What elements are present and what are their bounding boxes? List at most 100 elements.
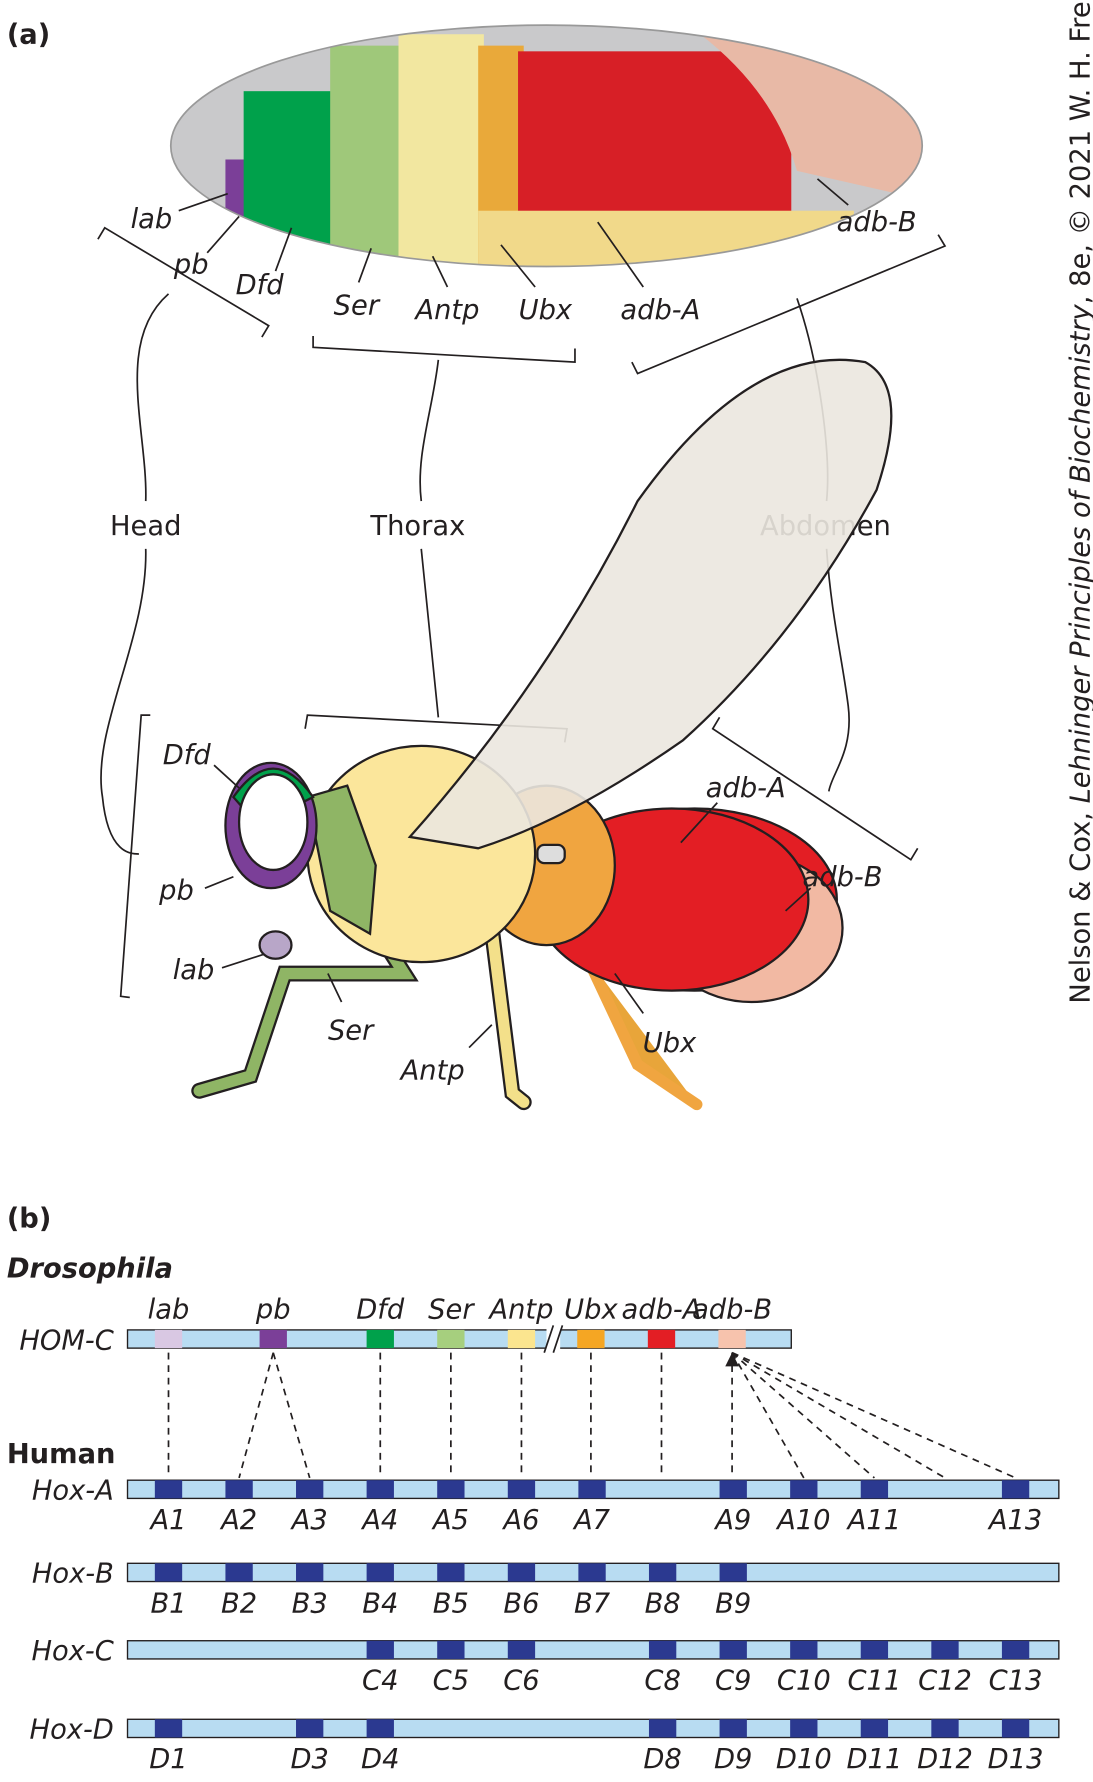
homology-line — [238, 1352, 275, 1479]
gene-box — [507, 1640, 536, 1659]
gene-label: D4 — [361, 1744, 399, 1775]
gene-label: adb-A — [622, 1295, 702, 1326]
gene-label: Ubx — [564, 1295, 618, 1326]
gene-box — [578, 1480, 606, 1499]
gene-box — [225, 1563, 253, 1582]
gene-box — [259, 1329, 287, 1349]
gene-box — [507, 1329, 536, 1349]
row-name: Hox-A — [32, 1476, 114, 1507]
gene-box — [577, 1329, 605, 1349]
gene-box — [1001, 1480, 1030, 1499]
embryo-label: pb — [173, 249, 209, 280]
fly-leaders — [204, 764, 812, 1049]
gene-label: D10 — [776, 1744, 832, 1775]
gene-box — [437, 1640, 465, 1659]
gene-box — [437, 1329, 465, 1349]
gene-box — [647, 1329, 676, 1349]
panel-label: (b) — [7, 1203, 52, 1234]
gene-label: B8 — [645, 1588, 681, 1619]
gene-label: A5 — [431, 1505, 469, 1536]
gene-label: A13 — [987, 1505, 1042, 1536]
gene-box — [790, 1719, 818, 1738]
fly-label: lab — [173, 955, 215, 986]
fly-label: Antp — [399, 1055, 465, 1086]
gene-label: A4 — [360, 1505, 398, 1536]
gene-box — [790, 1640, 818, 1659]
gene-label: B9 — [715, 1588, 751, 1619]
gene-box — [366, 1563, 394, 1582]
homology-line — [731, 1351, 946, 1479]
embryo-leaders — [178, 178, 849, 288]
gene-box — [648, 1563, 677, 1582]
row-name: Hox-B — [32, 1559, 114, 1590]
gene-label: B7 — [574, 1588, 611, 1619]
row-name: HOM-C — [19, 1325, 114, 1356]
gene-label: B1 — [150, 1588, 186, 1619]
gene-label: B4 — [362, 1588, 398, 1619]
gene-box — [437, 1480, 465, 1499]
break-mark — [543, 1325, 564, 1353]
fly-label: pb — [158, 876, 194, 907]
brackets — [97, 226, 947, 999]
embryo — [170, 25, 923, 267]
embryo-outline — [169, 24, 924, 268]
gene-label: C11 — [847, 1666, 901, 1697]
embryo-label: Ubx — [519, 295, 573, 326]
fly-label: adb-A — [706, 773, 786, 804]
gene-label: C6 — [503, 1666, 539, 1697]
gene-label: lab — [148, 1295, 190, 1326]
homology-line — [272, 1352, 311, 1479]
gene-box — [437, 1563, 465, 1582]
gene-label: pb — [255, 1295, 291, 1326]
gene-label: B5 — [433, 1588, 469, 1619]
row-name: Hox-C — [32, 1636, 114, 1667]
gene-box — [1001, 1719, 1030, 1738]
fly — [191, 358, 893, 1111]
panel-label: (a) — [7, 19, 50, 50]
gene-box — [507, 1480, 536, 1499]
gene-box — [860, 1640, 889, 1659]
embryo-label: lab — [131, 204, 173, 235]
gene-label: A3 — [290, 1505, 328, 1536]
fly-label: Ser — [328, 1016, 375, 1047]
gene-label: C12 — [918, 1666, 972, 1697]
arrowhead — [725, 1352, 739, 1367]
gene-label: B6 — [503, 1588, 539, 1619]
gene-label: C9 — [715, 1666, 751, 1697]
gene-box — [860, 1719, 889, 1738]
credit: Nelson & Cox, Lehninger Principles of Bi… — [1066, 0, 1093, 1004]
gene-box — [507, 1563, 536, 1582]
homology-line — [731, 1351, 1016, 1479]
gene-label: D12 — [917, 1744, 973, 1775]
fly-label: Ubx — [643, 1028, 697, 1059]
gene-box — [719, 1719, 747, 1738]
embryo-label: Dfd — [236, 270, 285, 301]
region-label: Head — [110, 511, 181, 542]
gene-box — [578, 1563, 606, 1582]
homology-line — [731, 1352, 805, 1479]
gene-box — [366, 1719, 394, 1738]
gene-label: B3 — [292, 1588, 328, 1619]
gene-label: D8 — [643, 1744, 681, 1775]
gene-label: D9 — [714, 1744, 752, 1775]
gene-box — [790, 1480, 818, 1499]
gene-label: A9 — [713, 1505, 751, 1536]
species-heading: Drosophila — [7, 1254, 173, 1285]
gene-box — [154, 1480, 183, 1499]
gene-label: Ser — [428, 1295, 475, 1326]
gene-label: A1 — [148, 1505, 186, 1536]
gene-box — [719, 1480, 747, 1499]
gene-box — [931, 1640, 959, 1659]
gene-label: A6 — [501, 1505, 539, 1536]
homology-line — [731, 1352, 875, 1479]
gene-box — [860, 1480, 889, 1499]
embryo-label: adb-A — [620, 295, 700, 326]
gene-label: C4 — [362, 1666, 398, 1697]
gene-label: A11 — [846, 1505, 901, 1536]
gene-box — [366, 1329, 394, 1349]
gene-box — [296, 1480, 324, 1499]
gene-label: Dfd — [356, 1295, 405, 1326]
